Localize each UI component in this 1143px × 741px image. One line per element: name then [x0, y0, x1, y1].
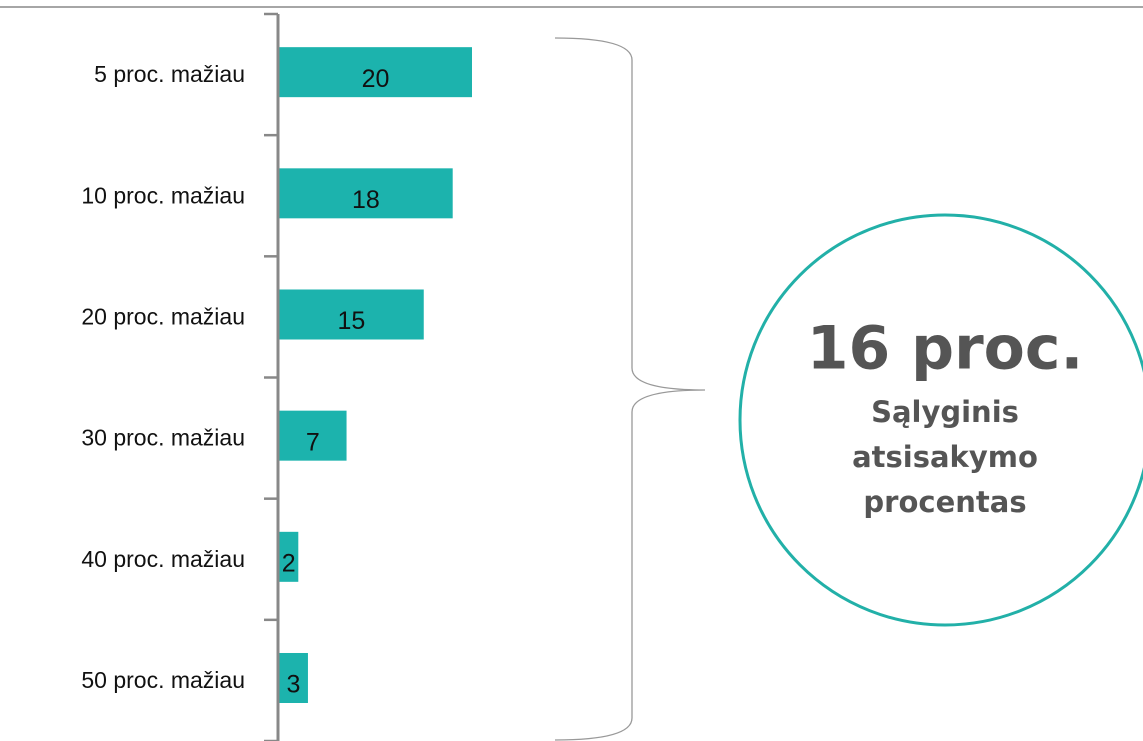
value-label: 3 [287, 671, 301, 699]
callout-line: atsisakymo [852, 440, 1038, 474]
bar [279, 47, 472, 98]
bar [279, 652, 308, 703]
value-label: 7 [306, 428, 320, 456]
category-label: 30 proc. mažiau [81, 425, 245, 451]
brace [554, 37, 706, 741]
bar [279, 289, 424, 340]
value-label: 2 [282, 549, 296, 577]
category-label: 10 proc. mažiau [81, 182, 245, 208]
value-label: 15 [337, 307, 365, 335]
category-label: 20 proc. mažiau [81, 304, 245, 330]
value-label: 20 [362, 65, 390, 93]
callout-line: Sąlyginis [871, 395, 1019, 429]
callout-line: procentas [863, 485, 1026, 519]
category-label: 50 proc. mažiau [81, 667, 245, 693]
bar [279, 410, 347, 461]
callout-circle [738, 213, 1143, 627]
value-label: 18 [352, 186, 380, 214]
category-label: 5 proc. mažiau [94, 61, 245, 87]
callout-title: 16 proc. [807, 314, 1084, 384]
bar [279, 531, 299, 582]
category-label: 40 proc. mažiau [81, 546, 245, 572]
bar [279, 168, 453, 219]
